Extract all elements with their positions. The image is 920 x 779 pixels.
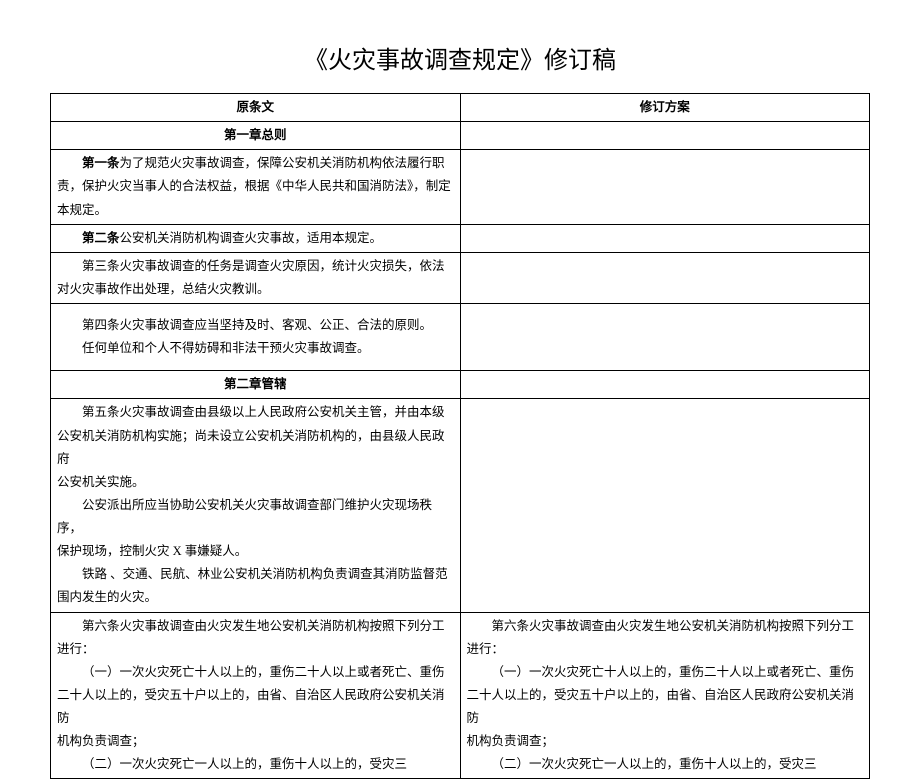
article-row: 第一条为了规范火灾事故调查，保障公安机关消防机构依法履行职 责，保护火灾当事人的…: [51, 150, 870, 224]
article-row: 第三条火灾事故调查的任务是调查火灾原因，统计火灾损失，依法 对火灾事故作出处理，…: [51, 252, 870, 303]
article-2-revised: [460, 224, 870, 252]
text: 围内发生的火灾。: [57, 586, 454, 609]
text: 对火灾事故作出处理，总结火灾教训。: [57, 278, 454, 301]
text: 任何单位和个人不得妨碍和非法干预火灾事故调查。: [57, 337, 454, 360]
document-title: 《火灾事故调查规定》修订稿: [50, 40, 870, 75]
header-revised: 修订方案: [460, 94, 870, 122]
text: 进行：: [57, 638, 454, 661]
article-4-revised: [460, 304, 870, 371]
text: 第六条火灾事故调查由火灾发生地公安机关消防机构按照下列分工: [57, 615, 454, 638]
text: （二）一次火灾死亡一人以上的，重伤十人以上的，受灾三: [467, 753, 864, 776]
text: 二十人以上的，受灾五十户以上的，由省、自治区人民政府公安机关消防: [467, 684, 864, 730]
empty-cell: [460, 371, 870, 399]
article-1-original: 第一条为了规范火灾事故调查，保障公安机关消防机构依法履行职 责，保护火灾当事人的…: [51, 150, 461, 224]
article-5-original: 第五条火灾事故调查由县级以上人民政府公安机关主管，并由本级 公安机关消防机构实施…: [51, 399, 461, 612]
text: 本规定。: [57, 199, 454, 222]
article-3-revised: [460, 252, 870, 303]
article-4-original: 第四条火灾事故调查应当坚持及时、客观、公正、合法的原则。 任何单位和个人不得妨碍…: [51, 304, 461, 371]
article-6-revised: 第六条火灾事故调查由火灾发生地公安机关消防机构按照下列分工 进行： （一）一次火…: [460, 612, 870, 779]
text: 保护现场，控制火灾 X 事嫌疑人。: [57, 540, 454, 563]
table-header-row: 原条文 修订方案: [51, 94, 870, 122]
article-1-label: 第一条: [82, 156, 120, 170]
chapter-row: 第二章管辖: [51, 371, 870, 399]
article-2-original: 第二条公安机关消防机构调查火灾事故，适用本规定。: [51, 224, 461, 252]
text: 机构负责调查；: [467, 730, 864, 753]
article-row: 第二条公安机关消防机构调查火灾事故，适用本规定。: [51, 224, 870, 252]
article-5-revised: [460, 399, 870, 612]
empty-cell: [460, 122, 870, 150]
text: 公安机关消防机构实施；尚未设立公安机关消防机构的，由县级人民政府: [57, 425, 454, 471]
text: 公安派出所应当协助公安机关火灾事故调查部门维护火灾现场秩序，: [57, 494, 454, 540]
comparison-table: 原条文 修订方案 第一章总则 第一条为了规范火灾事故调查，保障公安机关消防机构依…: [50, 93, 870, 779]
text: 公安机关实施。: [57, 471, 454, 494]
text: 第六条火灾事故调查由火灾发生地公安机关消防机构按照下列分工: [467, 615, 864, 638]
text: （一）一次火灾死亡十人以上的，重伤二十人以上或者死亡、重伤: [57, 661, 454, 684]
article-3-original: 第三条火灾事故调查的任务是调查火灾原因，统计火灾损失，依法 对火灾事故作出处理，…: [51, 252, 461, 303]
chapter-2-title: 第二章管辖: [51, 371, 461, 399]
text: 为了规范火灾事故调查，保障公安机关消防机构依法履行职: [120, 156, 445, 170]
text: （二）一次火灾死亡一人以上的，重伤十人以上的，受灾三: [57, 753, 454, 776]
text: 第三条火灾事故调查的任务是调查火灾原因，统计火灾损失，依法: [57, 255, 454, 278]
text: 机构负责调查；: [57, 730, 454, 753]
text: 责，保护火灾当事人的合法权益，根据《中华人民共和国消防法》，制定: [57, 175, 454, 198]
text: （一）一次火灾死亡十人以上的，重伤二十人以上或者死亡、重伤: [467, 661, 864, 684]
text: 进行：: [467, 638, 864, 661]
text: 公安机关消防机构调查火灾事故，适用本规定。: [120, 231, 383, 245]
article-row: 第五条火灾事故调查由县级以上人民政府公安机关主管，并由本级 公安机关消防机构实施…: [51, 399, 870, 612]
chapter-row: 第一章总则: [51, 122, 870, 150]
text: 铁路 、交通、民航、林业公安机关消防机构负责调查其消防监督范: [57, 563, 454, 586]
text: 第五条火灾事故调查由县级以上人民政府公安机关主管，并由本级: [57, 401, 454, 424]
article-1-revised: [460, 150, 870, 224]
header-original: 原条文: [51, 94, 461, 122]
text: 二十人以上的，受灾五十户以上的，由省、自治区人民政府公安机关消防: [57, 684, 454, 730]
article-row: 第四条火灾事故调查应当坚持及时、客观、公正、合法的原则。 任何单位和个人不得妨碍…: [51, 304, 870, 371]
chapter-1-title: 第一章总则: [51, 122, 461, 150]
article-row: 第六条火灾事故调查由火灾发生地公安机关消防机构按照下列分工 进行： （一）一次火…: [51, 612, 870, 779]
article-6-original: 第六条火灾事故调查由火灾发生地公安机关消防机构按照下列分工 进行： （一）一次火…: [51, 612, 461, 779]
article-2-label: 第二条: [82, 231, 120, 245]
text: 第四条火灾事故调查应当坚持及时、客观、公正、合法的原则。: [57, 314, 454, 337]
